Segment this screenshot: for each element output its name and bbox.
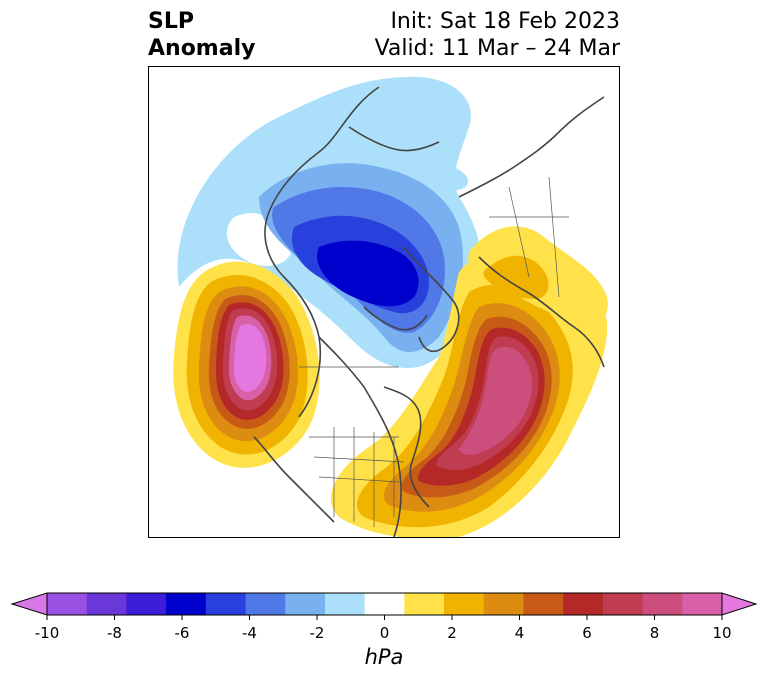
colorbar-tick-label: -4 (242, 624, 257, 642)
colorbar-tick-label: 10 (712, 624, 732, 642)
colorbar-cell (245, 593, 286, 615)
anomaly-map (148, 66, 620, 538)
colorbar-extend-high (721, 592, 758, 616)
colorbar-tick-label: -8 (107, 624, 122, 642)
colorbar-unit-label: hPa (364, 645, 404, 669)
map-canvas (173, 76, 608, 537)
state-borders (299, 176, 569, 527)
colorbar-cell (364, 593, 405, 615)
coastlines (253, 86, 605, 537)
colorbar-tick-label: -6 (174, 624, 190, 642)
run-info: Init: Sat 18 Feb 2023 Valid: 11 Mar – 24… (375, 8, 620, 62)
colorbar-cell (642, 593, 683, 615)
pacific-core (233, 323, 267, 392)
colorbar-cell (563, 593, 604, 615)
colorbar-tick-label: -10 (34, 624, 60, 642)
colorbar-cell (404, 593, 445, 615)
colorbar-tick-label: -2 (309, 624, 325, 642)
colorbar-cell (86, 593, 127, 615)
anomaly-contour-neg6 (317, 240, 419, 307)
colorbar-cell (324, 593, 366, 615)
colorbar-cell (523, 593, 564, 615)
atlantic-core (459, 346, 533, 455)
colorbar-tick-label: 6 (582, 624, 592, 642)
colorbar-cell (682, 593, 723, 615)
colorbar-cell (47, 593, 88, 615)
colorbar-cell (602, 593, 644, 615)
colorbar-cell (205, 593, 247, 615)
colorbar-tick-label: 0 (379, 624, 390, 642)
colorbar-cell (166, 593, 207, 615)
colorbar-cell (126, 593, 167, 615)
map-title: SLP Anomaly (148, 8, 255, 62)
colorbar-cell (285, 593, 326, 615)
colorbar-tick-label: 2 (447, 624, 457, 642)
title-line-2: Anomaly (148, 36, 256, 61)
colorbar-cell (483, 593, 524, 615)
colorbar (10, 592, 758, 620)
valid-period-label: Valid: 11 Mar – 24 Mar (374, 36, 620, 61)
colorbar-extend-low (10, 592, 48, 616)
colorbar-cell (444, 593, 485, 615)
init-time-label: Init: Sat 18 Feb 2023 (390, 9, 620, 34)
colorbar-tick-label: 4 (514, 624, 525, 642)
title-line-1: SLP (148, 9, 194, 34)
colorbar-tick-label: 8 (649, 624, 660, 642)
